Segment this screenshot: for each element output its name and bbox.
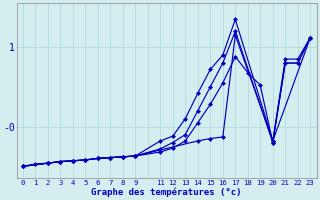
X-axis label: Graphe des températures (°c): Graphe des températures (°c): [91, 187, 242, 197]
